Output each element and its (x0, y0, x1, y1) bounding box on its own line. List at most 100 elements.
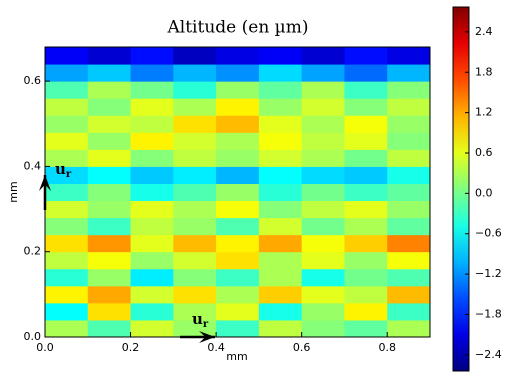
heatmap-cell (173, 47, 217, 65)
heatmap-cell (344, 200, 388, 219)
heatmap-cell (258, 183, 303, 202)
colorbar-tick-label: −0.6 (475, 227, 502, 240)
heatmap-cell (387, 268, 431, 287)
heatmap-cell (45, 183, 89, 202)
x-tick-label: 0.8 (378, 341, 396, 354)
heatmap-cell (130, 149, 174, 167)
heatmap-cell (387, 217, 431, 236)
heatmap-cell (344, 302, 388, 321)
heatmap-cell (344, 81, 388, 99)
heatmap-cell (387, 115, 431, 133)
heatmap-cell (45, 200, 89, 219)
heatmap-cell (173, 115, 217, 133)
heatmap-cell (130, 234, 174, 253)
colorbar-tick-label: 2.4 (475, 25, 493, 38)
heatmap-cell (301, 115, 345, 133)
heatmap-cell (173, 251, 217, 270)
heatmap-cell (216, 166, 260, 184)
colorbar-tick-label: −2.4 (475, 348, 502, 361)
colorbar (452, 6, 470, 372)
heatmap-cell (45, 47, 89, 65)
heatmap-cell (301, 217, 345, 236)
heatmap-cell (258, 251, 303, 270)
heatmap-cell (216, 234, 260, 253)
heatmap-cell (173, 98, 217, 116)
heatmap-cell (387, 183, 431, 202)
heatmap-cell (45, 234, 89, 253)
heatmap-cell (45, 115, 89, 133)
annotation-text: u (55, 160, 66, 178)
heatmap-cell (387, 234, 431, 253)
heatmap-cell (173, 64, 217, 82)
heatmap-cell (301, 200, 345, 219)
colorbar-tick-label: 0.6 (475, 146, 493, 159)
y-tick-label: 0.4 (24, 159, 42, 172)
heatmap-cell (387, 166, 431, 184)
colorbar-tick-label: 1.2 (475, 106, 493, 119)
heatmap-cell (258, 285, 303, 304)
heatmap-cell (87, 98, 132, 116)
heatmap-cell (87, 183, 132, 202)
heatmap-cell (87, 302, 132, 321)
heatmap-cell (87, 166, 132, 184)
heatmap-cell (216, 217, 260, 236)
heatmap-cell (87, 115, 132, 133)
heatmap-cell (344, 285, 388, 304)
heatmap-cell (130, 183, 174, 202)
arrow-head (199, 331, 215, 343)
heatmap-cell (45, 149, 89, 167)
heatmap-cell (45, 64, 89, 82)
chart-title: Altitude (en µm) (167, 18, 309, 38)
heatmap-cell (344, 98, 388, 116)
x-tick-label: 0.6 (293, 341, 311, 354)
heatmap-cell (258, 115, 303, 133)
colorbar-tick-label: 0.0 (475, 186, 493, 199)
heatmap-cell (130, 64, 174, 82)
heatmap-cell (301, 81, 345, 99)
heatmap-cell (387, 285, 431, 304)
heatmap-cell (344, 319, 388, 338)
colorbar-tick-label: 1.8 (475, 65, 493, 78)
heatmap-cell (344, 47, 388, 65)
colorbar-tick-label: −1.8 (475, 307, 502, 320)
heatmap-cell (130, 166, 174, 184)
heatmap-cell (173, 217, 217, 236)
heatmap-cell (216, 81, 260, 99)
arrow-head (39, 175, 51, 191)
heatmap-cell (173, 302, 217, 321)
heatmap-cell (87, 81, 132, 99)
heatmap-cell (130, 217, 174, 236)
heatmap-cell (301, 64, 345, 82)
heatmap-cell (258, 149, 303, 167)
annotation-text: u (192, 310, 203, 328)
x-tick-label: 0.2 (122, 341, 140, 354)
heatmap-cell (130, 115, 174, 133)
heatmap-cell (173, 183, 217, 202)
heatmap-cell (216, 115, 260, 133)
heatmap-cell (45, 98, 89, 116)
y-tick-label: 0.6 (24, 74, 42, 87)
heatmap-cell (173, 200, 217, 219)
heatmap-cell (216, 132, 260, 150)
heatmap-cell (87, 200, 132, 219)
heatmap-cell (87, 64, 132, 82)
heatmap-cell (45, 268, 89, 287)
heatmap-cell (387, 64, 431, 82)
heatmap-cell (130, 251, 174, 270)
heatmap-cell (387, 149, 431, 167)
heatmap-cell (130, 302, 174, 321)
heatmap-cell (87, 251, 132, 270)
heatmap-cell (258, 268, 303, 287)
heatmap-cell (45, 285, 89, 304)
heatmap-cell (258, 217, 303, 236)
heatmap-cell (258, 81, 303, 99)
heatmap-cell (258, 302, 303, 321)
heatmap-cell (344, 251, 388, 270)
heatmap-cell (344, 115, 388, 133)
heatmap-cell (216, 47, 260, 65)
heatmap-cell (87, 149, 132, 167)
heatmap-cell (387, 98, 431, 116)
heatmap-cell (258, 166, 303, 184)
heatmap-cell (45, 302, 89, 321)
y-tick-label: 0.2 (24, 245, 42, 258)
